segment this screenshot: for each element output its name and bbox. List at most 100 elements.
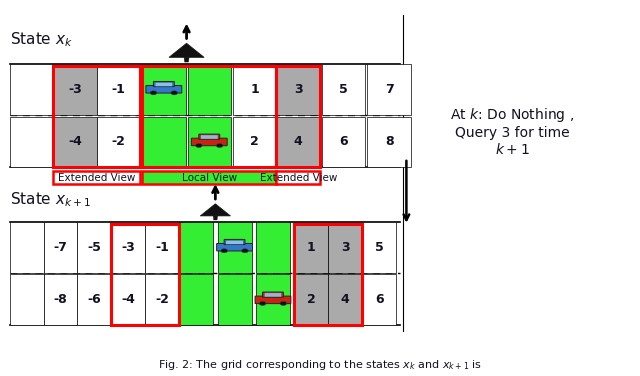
Bar	[145, 274, 179, 325]
Text: Extended View: Extended View	[58, 173, 135, 183]
Bar	[10, 64, 53, 115]
Text: 1: 1	[307, 241, 316, 254]
Text: 3: 3	[341, 241, 349, 254]
Bar	[111, 274, 145, 325]
Bar	[328, 222, 362, 273]
FancyBboxPatch shape	[191, 138, 227, 146]
Text: 1: 1	[250, 83, 259, 96]
Circle shape	[221, 249, 228, 253]
Bar	[142, 64, 186, 115]
Text: Fig. 2: The grid corresponding to the states $x_k$ and $x_{k+1}$ is: Fig. 2: The grid corresponding to the st…	[158, 358, 482, 372]
Bar	[233, 64, 276, 115]
Bar	[53, 64, 97, 115]
Bar	[145, 222, 179, 273]
Text: 6: 6	[339, 135, 348, 149]
Bar	[218, 222, 252, 273]
Text: 7: 7	[385, 83, 394, 96]
FancyBboxPatch shape	[216, 244, 253, 251]
Text: -3: -3	[68, 83, 82, 96]
Text: 5: 5	[375, 241, 383, 254]
FancyBboxPatch shape	[226, 240, 243, 244]
Circle shape	[195, 143, 202, 147]
Text: 3: 3	[294, 83, 303, 96]
Bar	[294, 224, 362, 325]
Text: -2: -2	[111, 135, 125, 149]
Text: 5: 5	[339, 83, 348, 96]
FancyBboxPatch shape	[53, 171, 140, 184]
Text: 2: 2	[250, 135, 259, 149]
Bar	[142, 117, 186, 167]
FancyBboxPatch shape	[155, 82, 173, 86]
Polygon shape	[200, 204, 230, 216]
Polygon shape	[169, 43, 204, 58]
Bar	[218, 274, 252, 325]
Bar	[77, 274, 111, 325]
FancyBboxPatch shape	[199, 134, 220, 139]
Bar	[188, 117, 231, 167]
Circle shape	[171, 91, 178, 95]
Text: 4: 4	[294, 135, 303, 149]
Text: Extended View: Extended View	[260, 173, 337, 183]
Bar	[322, 64, 365, 115]
Polygon shape	[184, 58, 189, 62]
Bar	[328, 274, 362, 325]
Circle shape	[241, 249, 248, 253]
Bar	[10, 117, 53, 167]
Bar	[10, 274, 44, 325]
FancyBboxPatch shape	[255, 296, 291, 304]
FancyBboxPatch shape	[200, 135, 218, 139]
Text: State $x_k$: State $x_k$	[10, 30, 72, 49]
Text: -7: -7	[54, 241, 67, 254]
FancyBboxPatch shape	[142, 171, 276, 184]
Bar	[53, 117, 97, 167]
Text: -3: -3	[122, 241, 135, 254]
Text: At $k$: Do Nothing ,
Query 3 for time
$k+1$: At $k$: Do Nothing , Query 3 for time $k…	[450, 106, 574, 158]
FancyBboxPatch shape	[262, 292, 284, 297]
Bar	[276, 64, 320, 115]
Text: -2: -2	[156, 293, 169, 306]
FancyBboxPatch shape	[224, 240, 245, 244]
Bar	[233, 117, 276, 167]
Bar	[362, 274, 396, 325]
Text: 4: 4	[341, 293, 349, 306]
Bar	[111, 222, 145, 273]
Text: Local View: Local View	[182, 173, 237, 183]
Bar	[97, 117, 140, 167]
Text: 6: 6	[375, 293, 383, 306]
Text: -6: -6	[88, 293, 101, 306]
FancyBboxPatch shape	[154, 82, 174, 86]
Bar	[294, 274, 328, 325]
Text: State $x_{k+1}$: State $x_{k+1}$	[10, 190, 91, 209]
FancyBboxPatch shape	[264, 293, 282, 297]
Bar	[322, 117, 365, 167]
Circle shape	[280, 301, 287, 305]
Bar	[188, 64, 231, 115]
Bar	[276, 66, 320, 167]
Bar	[256, 274, 290, 325]
Bar	[256, 222, 290, 273]
Text: -5: -5	[88, 241, 101, 254]
Circle shape	[259, 301, 266, 305]
FancyBboxPatch shape	[276, 171, 320, 184]
Bar	[179, 274, 213, 325]
Text: -8: -8	[54, 293, 67, 306]
Bar	[179, 222, 213, 273]
Bar	[111, 224, 179, 325]
Bar	[97, 64, 140, 115]
Bar	[142, 66, 276, 167]
Text: -4: -4	[68, 135, 82, 149]
Bar	[44, 274, 77, 325]
FancyBboxPatch shape	[146, 86, 182, 93]
Text: -1: -1	[111, 83, 125, 96]
Bar	[367, 117, 411, 167]
Bar	[294, 222, 328, 273]
Bar	[276, 117, 320, 167]
Bar	[362, 222, 396, 273]
Text: 8: 8	[385, 135, 394, 149]
Bar	[367, 64, 411, 115]
Circle shape	[216, 143, 223, 147]
Circle shape	[150, 91, 157, 95]
Text: -1: -1	[156, 241, 169, 254]
Bar	[77, 222, 111, 273]
Text: 2: 2	[307, 293, 316, 306]
